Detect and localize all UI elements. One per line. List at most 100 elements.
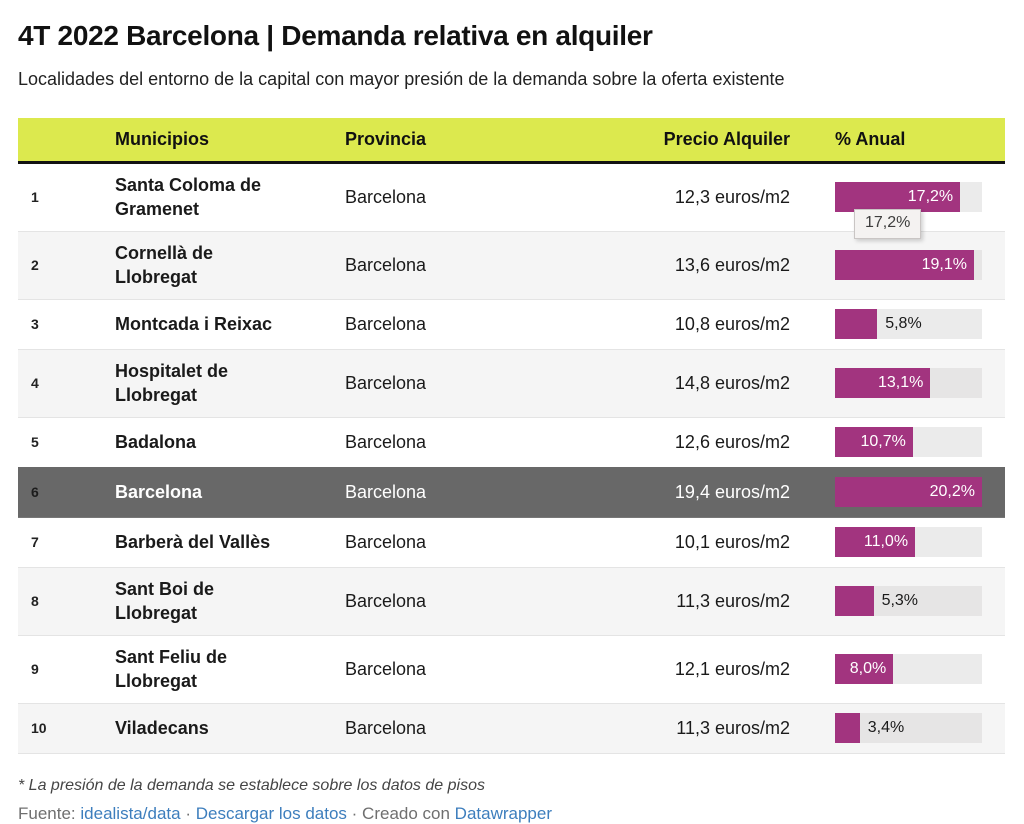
municipio-cell: Sant Feliu de Llobregat bbox=[115, 647, 228, 691]
anual-bar[interactable]: 19,1% bbox=[835, 250, 974, 280]
bar-value-label: 11,0% bbox=[863, 533, 909, 550]
table-body: 1 Santa Coloma de Gramenet Barcelona 12,… bbox=[18, 164, 1005, 753]
separator-dot: · bbox=[351, 804, 358, 823]
source-label: Fuente: bbox=[18, 804, 76, 823]
bar-value-label: 5,8% bbox=[885, 315, 922, 332]
bar-value-label: 5,3% bbox=[881, 592, 919, 609]
bar-track: 20,2% bbox=[835, 477, 982, 507]
bar-track: 5,8% bbox=[835, 309, 982, 339]
provincia-cell: Barcelona bbox=[345, 314, 427, 334]
anual-cell: 17,2% 17,2% bbox=[790, 173, 1005, 239]
bar-value-label: 8,0% bbox=[849, 660, 887, 677]
bar-value-label: 13,1% bbox=[877, 374, 924, 391]
bar-value-label: 19,1% bbox=[921, 256, 967, 273]
provincia-cell: Barcelona bbox=[345, 373, 427, 393]
provincia-cell: Barcelona bbox=[345, 482, 427, 502]
anual-bar[interactable]: 13,1% bbox=[835, 368, 931, 398]
anual-cell: 5,8% bbox=[790, 300, 1005, 349]
municipio-cell: Barberà del Vallès bbox=[115, 532, 271, 552]
table-row: 8 Sant Boi de Llobregat Barcelona 11,3 e… bbox=[18, 567, 1005, 635]
bar-value-label: 20,2% bbox=[929, 483, 975, 500]
source-link[interactable]: idealista/data bbox=[80, 804, 181, 823]
provincia-cell: Barcelona bbox=[345, 659, 427, 679]
created-with-label: Creado con bbox=[362, 804, 450, 823]
precio-cell: 12,3 euros/m2 bbox=[674, 187, 790, 207]
municipio-cell: Cornellà de Llobregat bbox=[115, 243, 214, 287]
table-row: 1 Santa Coloma de Gramenet Barcelona 12,… bbox=[18, 164, 1005, 239]
precio-cell: 14,8 euros/m2 bbox=[674, 373, 790, 393]
provincia-cell: Barcelona bbox=[345, 255, 427, 275]
anual-bar[interactable] bbox=[835, 713, 860, 743]
provincia-cell: Barcelona bbox=[345, 591, 427, 611]
anual-bar[interactable]: 8,0% bbox=[835, 654, 894, 684]
rank-cell: 4 bbox=[31, 375, 39, 391]
anual-bar[interactable]: 17,2% bbox=[835, 182, 961, 212]
rank-cell: 2 bbox=[31, 257, 39, 273]
header-precio-alquiler: Precio Alquiler bbox=[663, 129, 790, 149]
anual-bar[interactable]: 10,7% bbox=[835, 427, 913, 457]
table-row: 10 Viladecans Barcelona 11,3 euros/m2 3,… bbox=[18, 703, 1005, 753]
header-rank bbox=[18, 129, 115, 151]
precio-cell: 19,4 euros/m2 bbox=[674, 482, 790, 502]
bar-tooltip: 17,2% bbox=[854, 209, 922, 239]
bar-value-label: 3,4% bbox=[867, 719, 905, 736]
rank-cell: 6 bbox=[31, 484, 39, 500]
data-table: Municipios Provincia Precio Alquiler % A… bbox=[18, 118, 1005, 754]
rank-cell: 10 bbox=[31, 720, 47, 736]
anual-cell: 19,1% bbox=[790, 241, 1005, 290]
anual-bar[interactable]: 11,0% bbox=[835, 527, 916, 557]
footer: Fuente: idealista/data · Descargar los d… bbox=[18, 804, 1005, 824]
anual-bar[interactable] bbox=[835, 309, 878, 339]
precio-cell: 11,3 euros/m2 bbox=[676, 591, 790, 611]
anual-cell: 20,2% bbox=[790, 468, 1005, 517]
municipio-cell: Viladecans bbox=[115, 718, 209, 738]
subtitle: Localidades del entorno de la capital co… bbox=[18, 69, 785, 89]
bar-track: 8,0% bbox=[835, 654, 982, 684]
table-row: 4 Hospitalet de Llobregat Barcelona 14,8… bbox=[18, 349, 1005, 417]
header-provincia: Provincia bbox=[345, 129, 427, 149]
bar-track: 17,2% 17,2% bbox=[835, 182, 982, 239]
table-header-row: Municipios Provincia Precio Alquiler % A… bbox=[18, 118, 1005, 164]
rank-cell: 9 bbox=[31, 661, 39, 677]
bar-value-label: 10,7% bbox=[860, 433, 906, 450]
table-row: 3 Montcada i Reixac Barcelona 10,8 euros… bbox=[18, 299, 1005, 349]
rank-cell: 8 bbox=[31, 593, 39, 609]
datawrapper-link[interactable]: Datawrapper bbox=[454, 804, 552, 823]
table-row: 9 Sant Feliu de Llobregat Barcelona 12,1… bbox=[18, 635, 1005, 703]
anual-bar[interactable]: 20,2% bbox=[835, 477, 982, 507]
provincia-cell: Barcelona bbox=[345, 718, 427, 738]
page-title: 4T 2022 Barcelona | Demanda relativa en … bbox=[18, 20, 653, 51]
bar-track: 5,3% bbox=[835, 586, 982, 616]
table-row: 6 Barcelona Barcelona 19,4 euros/m2 20,2… bbox=[18, 467, 1005, 517]
anual-cell: 13,1% bbox=[790, 359, 1005, 408]
table-row: 5 Badalona Barcelona 12,6 euros/m2 10,7% bbox=[18, 417, 1005, 467]
table-row: 7 Barberà del Vallès Barcelona 10,1 euro… bbox=[18, 517, 1005, 567]
anual-cell: 5,3% bbox=[790, 577, 1005, 626]
municipio-cell: Montcada i Reixac bbox=[115, 314, 273, 334]
separator-dot: · bbox=[185, 804, 191, 823]
bar-track: 11,0% bbox=[835, 527, 982, 557]
municipio-cell: Hospitalet de Llobregat bbox=[115, 361, 229, 405]
rank-cell: 1 bbox=[31, 189, 39, 205]
precio-cell: 10,1 euros/m2 bbox=[674, 532, 790, 552]
header-percent-anual: % Anual bbox=[835, 129, 906, 149]
provincia-cell: Barcelona bbox=[345, 532, 427, 552]
header-municipios: Municipios bbox=[115, 129, 209, 149]
rank-cell: 3 bbox=[31, 316, 39, 332]
anual-bar[interactable] bbox=[835, 586, 874, 616]
precio-cell: 12,6 euros/m2 bbox=[674, 432, 790, 452]
bar-track: 19,1% bbox=[835, 250, 982, 280]
precio-cell: 13,6 euros/m2 bbox=[674, 255, 790, 275]
bar-track: 3,4% bbox=[835, 713, 982, 743]
provincia-cell: Barcelona bbox=[345, 432, 427, 452]
rank-cell: 7 bbox=[31, 534, 39, 550]
table-row: 2 Cornellà de Llobregat Barcelona 13,6 e… bbox=[18, 231, 1005, 299]
bar-track: 13,1% bbox=[835, 368, 982, 398]
municipio-cell: Badalona bbox=[115, 432, 197, 452]
footnote: * La presión de la demanda se establece … bbox=[18, 777, 485, 794]
anual-cell: 10,7% bbox=[790, 418, 1005, 467]
municipio-cell: Sant Boi de Llobregat bbox=[115, 579, 215, 623]
municipio-cell: Barcelona bbox=[115, 482, 203, 502]
download-data-link[interactable]: Descargar los datos bbox=[195, 804, 347, 823]
